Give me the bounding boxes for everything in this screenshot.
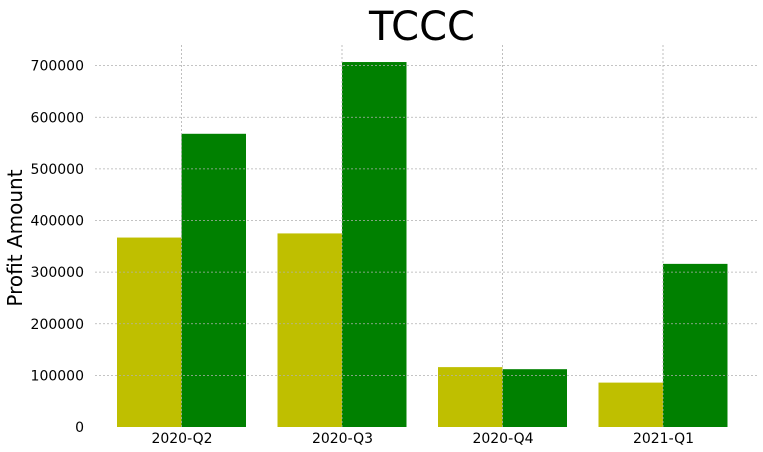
x-tick-label: 2020-Q2 [151,431,212,447]
y-ticks: 0 100000 200000 300000 400000 500000 600000 700… [31,59,84,436]
y-tick-label: 700000 [31,59,84,75]
bar [502,369,567,427]
bar [663,263,728,427]
x-tick-label: 2021-Q1 [633,431,694,447]
y-tick-label: 500000 [31,162,84,178]
bar [598,382,663,427]
y-tick-label: 600000 [31,110,84,126]
y-tick-label: 300000 [31,265,84,281]
bar [438,367,503,427]
x-tick-label: 2020-Q4 [472,431,533,447]
y-tick-label: 200000 [31,317,84,333]
bar [277,233,342,427]
y-tick-label: 0 [75,420,84,436]
bar [342,62,407,428]
x-tick-label: 2020-Q3 [312,431,373,447]
y-tick-label: 100000 [31,368,84,384]
chart-title: TCCC [368,4,475,50]
y-axis-label: Profit Amount [3,169,27,306]
bars [117,62,728,428]
x-ticks: 2020-Q2 2020-Q3 2020-Q4 2021-Q1 [151,431,694,447]
bar [181,133,246,427]
y-tick-label: 400000 [31,214,84,230]
bar [117,237,182,427]
